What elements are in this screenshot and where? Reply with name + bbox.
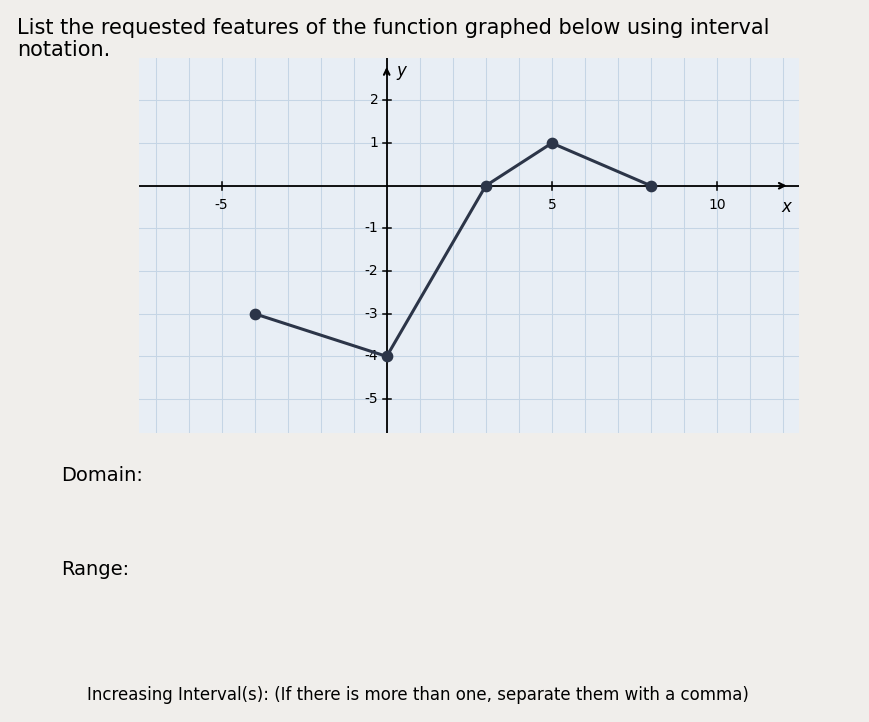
Text: -5: -5 bbox=[215, 198, 229, 212]
Text: y: y bbox=[396, 62, 407, 80]
Text: Range:: Range: bbox=[61, 560, 129, 578]
Text: -1: -1 bbox=[365, 222, 379, 235]
Text: 5: 5 bbox=[547, 198, 556, 212]
Text: 10: 10 bbox=[708, 198, 726, 212]
Text: 2: 2 bbox=[369, 93, 379, 108]
Text: List the requested features of the function graphed below using interval: List the requested features of the funct… bbox=[17, 18, 770, 38]
Point bbox=[644, 180, 658, 191]
Text: -5: -5 bbox=[365, 392, 379, 406]
Text: 1: 1 bbox=[369, 136, 379, 150]
Text: -3: -3 bbox=[365, 307, 379, 321]
Text: Increasing Interval(s): (If there is more than one, separate them with a comma): Increasing Interval(s): (If there is mor… bbox=[87, 686, 749, 704]
Text: Domain:: Domain: bbox=[61, 466, 143, 484]
Text: x: x bbox=[781, 198, 791, 216]
Text: -2: -2 bbox=[365, 264, 379, 278]
Text: -4: -4 bbox=[365, 349, 379, 363]
Text: notation.: notation. bbox=[17, 40, 110, 60]
Point bbox=[248, 308, 262, 320]
Point bbox=[380, 351, 394, 362]
Point bbox=[545, 137, 559, 149]
Point bbox=[479, 180, 493, 191]
